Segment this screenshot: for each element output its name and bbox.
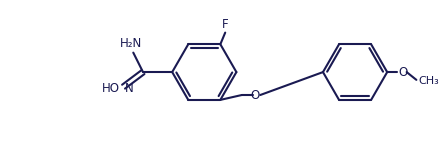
Text: N: N [125, 82, 133, 95]
Text: O: O [251, 88, 260, 102]
Text: O: O [399, 66, 408, 79]
Text: F: F [222, 18, 228, 31]
Text: HO: HO [102, 82, 120, 95]
Text: CH₃: CH₃ [418, 76, 439, 86]
Text: H₂N: H₂N [120, 37, 143, 50]
